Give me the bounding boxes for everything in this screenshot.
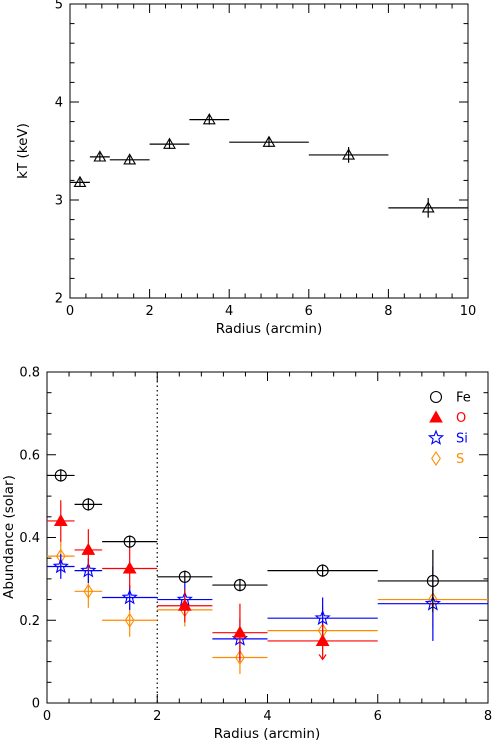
legend-si-label: Si <box>456 432 468 447</box>
top-y-tick-label: 3 <box>55 194 63 209</box>
si-point-marker <box>121 588 138 605</box>
fe-point-marker <box>178 570 191 583</box>
legend-si-marker <box>427 429 445 445</box>
bottom-x-tick-label: 4 <box>263 709 271 724</box>
series-si <box>47 554 488 660</box>
top-x-axis-label: Radius (arcmin) <box>216 321 323 337</box>
top-x-tick-label: 0 <box>66 304 74 319</box>
s-point-marker <box>124 612 135 628</box>
bottom-x-tick-label: 0 <box>43 709 51 724</box>
o-point-marker <box>53 513 68 526</box>
fe-point-marker <box>54 469 67 482</box>
top-y-tick-label: 2 <box>55 292 63 307</box>
legend-fe-marker <box>429 390 443 404</box>
si-point-marker <box>80 562 97 578</box>
series-fe <box>47 469 488 612</box>
legend-o-marker <box>429 410 443 423</box>
kt-point-marker <box>262 135 276 147</box>
bottom-y-axis-label: Abundance (solar) <box>1 475 17 599</box>
si-point-marker <box>52 557 69 574</box>
o-point-marker <box>315 633 330 646</box>
fe-point-marker <box>233 579 246 592</box>
top-x-tick-label: 10 <box>460 304 477 319</box>
bottom-plot-frame <box>46 371 489 704</box>
series-o <box>47 500 378 662</box>
kt-point-marker <box>123 153 137 165</box>
legend-fe-label: Fe <box>456 391 471 406</box>
o-point-upper-limit-arrow <box>318 654 327 661</box>
bottom-y-tick-label: 0.8 <box>19 366 40 381</box>
top-x-tick-label: 8 <box>384 304 392 319</box>
top-y-axis-label: kT (keV) <box>15 123 31 179</box>
legend: Fe O Si S <box>427 390 471 467</box>
legend-s-marker <box>431 450 441 467</box>
fe-point-marker <box>426 574 439 587</box>
o-point-marker <box>122 561 137 574</box>
series-s <box>47 539 488 675</box>
o-point-marker <box>177 598 192 611</box>
kt-point-marker <box>163 137 176 149</box>
kt-point-marker <box>202 113 216 125</box>
s-point-marker <box>83 583 94 599</box>
top-x-tick-label: 2 <box>145 304 153 319</box>
top-y-tick-label: 4 <box>55 96 63 111</box>
bottom-axis-ticks: 0 2 4 6 8 0 0.2 0.4 0.6 0.8 <box>19 366 492 725</box>
abundance-panel: 0 2 4 6 8 0 0.2 0.4 0.6 0.8 Fe O Si S Radius (arcmin… <box>1 366 492 743</box>
bottom-x-tick-label: 6 <box>374 709 382 724</box>
bottom-x-tick-label: 8 <box>484 709 492 724</box>
top-data-points <box>70 113 468 218</box>
kt-point-marker <box>342 148 356 160</box>
kt-point-marker <box>93 150 107 162</box>
top-y-tick-label: 5 <box>55 0 63 13</box>
o-point-marker <box>233 625 247 638</box>
kt-point-marker <box>421 201 435 213</box>
fe-point-marker <box>316 564 329 577</box>
o-point-marker <box>81 542 96 555</box>
kt-point-marker <box>73 175 87 188</box>
fe-point-marker <box>123 535 136 548</box>
fe-point-marker <box>82 498 95 511</box>
bottom-data-points <box>47 469 488 675</box>
bottom-y-tick-label: 0.6 <box>19 448 40 463</box>
bottom-x-tick-label: 2 <box>153 709 161 724</box>
s-point-marker <box>235 649 245 665</box>
bottom-y-tick-label: 0.4 <box>19 531 40 546</box>
top-x-tick-label: 4 <box>225 304 233 319</box>
legend-s-label: S <box>456 452 464 467</box>
top-plot-frame <box>69 3 469 299</box>
bottom-y-tick-label: 0.2 <box>19 614 40 629</box>
si-point-marker <box>314 609 331 626</box>
bottom-y-tick-label: 0 <box>32 697 40 712</box>
top-x-tick-label: 6 <box>305 304 313 319</box>
bottom-x-axis-label: Radius (arcmin) <box>214 726 321 742</box>
legend-o-label: O <box>456 411 466 426</box>
